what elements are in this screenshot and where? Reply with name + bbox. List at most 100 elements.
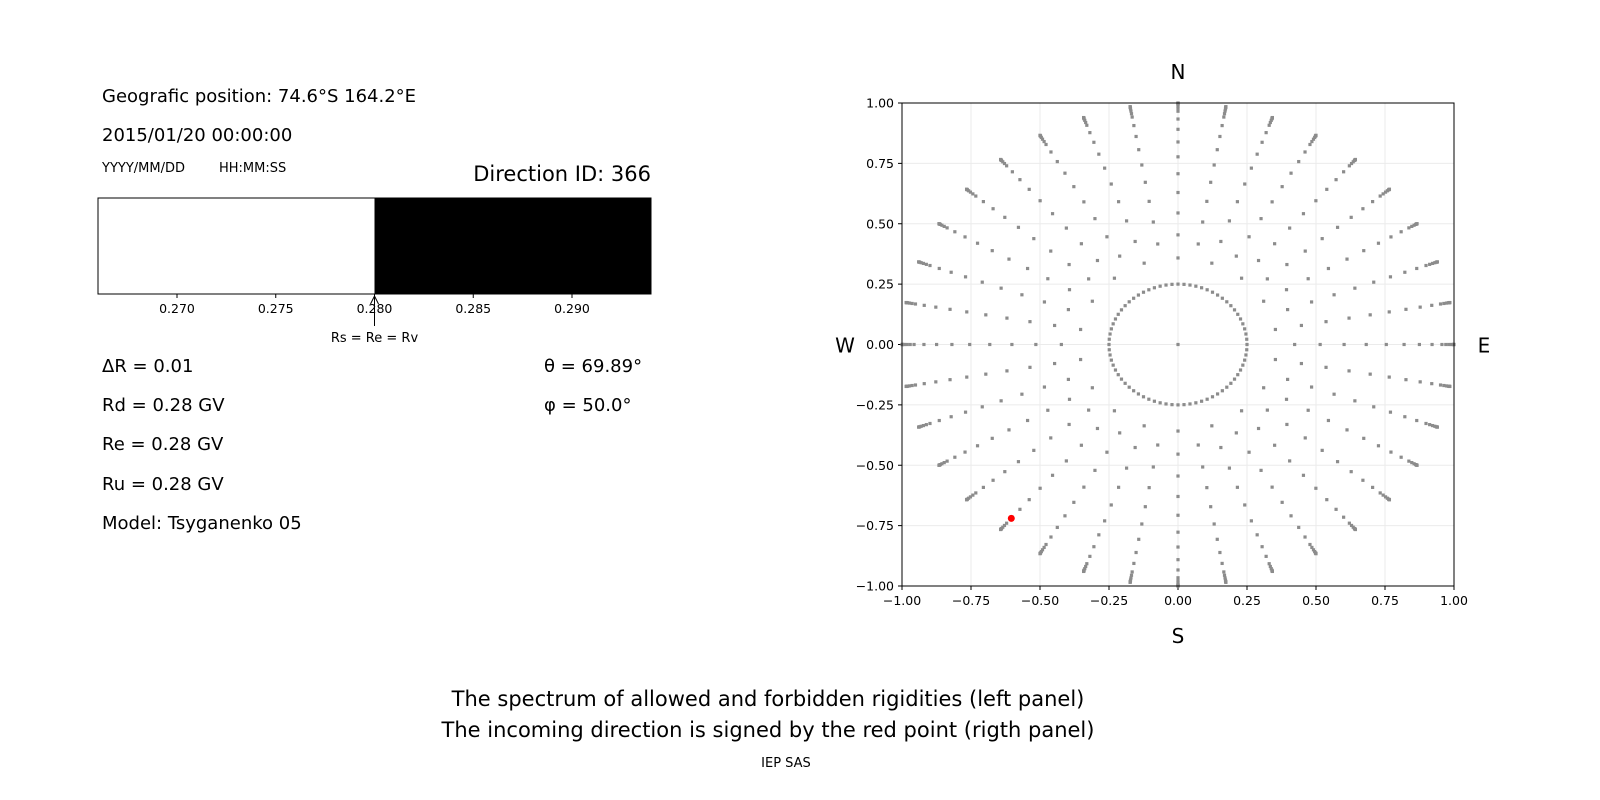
direction-point	[1124, 466, 1129, 470]
direction-point	[1260, 545, 1264, 549]
direction-point	[1299, 361, 1303, 366]
direction-point	[1222, 573, 1227, 577]
direction-point	[907, 384, 912, 388]
direction-point	[1103, 166, 1107, 170]
direction-point	[1285, 422, 1289, 427]
direction-point	[1038, 552, 1042, 556]
direction-point	[1132, 561, 1136, 566]
direction-point	[1092, 140, 1096, 144]
direction-point	[1182, 282, 1186, 286]
y-tick-label: 0.75	[866, 156, 894, 171]
x-tick-label: 0.275	[258, 301, 294, 316]
direction-point	[1176, 403, 1180, 407]
direction-point	[1025, 418, 1030, 423]
direction-point	[942, 224, 946, 228]
direction-point	[921, 261, 926, 266]
direction-point	[1410, 224, 1414, 228]
direction-point	[1176, 342, 1180, 347]
direction-point	[1201, 465, 1205, 469]
direction-point	[1049, 436, 1053, 440]
direction-point	[1082, 569, 1086, 574]
direction-point	[984, 313, 988, 317]
direction-point	[1270, 200, 1274, 204]
direction-point	[1308, 542, 1312, 547]
direction-point	[1220, 123, 1224, 128]
direction-point	[1241, 322, 1245, 326]
direction-point	[1235, 200, 1240, 204]
direction-point	[963, 450, 967, 454]
direction-point	[1264, 131, 1268, 135]
direction-point	[1410, 461, 1414, 465]
direction-point	[1053, 323, 1057, 328]
direction-point	[1118, 254, 1122, 258]
direction-point	[1448, 300, 1452, 305]
direction-point	[1222, 570, 1226, 574]
direction-point	[1042, 300, 1047, 304]
direction-point	[937, 222, 941, 226]
plot-frame	[901, 102, 1455, 587]
direction-point	[963, 275, 968, 279]
direction-point	[1285, 262, 1289, 267]
direction-point	[1301, 212, 1306, 216]
direction-point	[1270, 485, 1274, 489]
direction-point	[1378, 491, 1382, 495]
direction-point	[1415, 266, 1419, 271]
direction-point	[1205, 288, 1209, 292]
direction-point	[1273, 327, 1278, 332]
direction-point	[1005, 316, 1009, 320]
direction-point	[1262, 386, 1266, 390]
direction-point	[1247, 235, 1251, 239]
direction-point	[1072, 500, 1076, 504]
direction-point	[1097, 152, 1101, 156]
direction-point	[1194, 284, 1198, 288]
direction-point	[1310, 545, 1314, 550]
direction-point	[1176, 568, 1180, 572]
direction-point	[1087, 277, 1091, 281]
direction-point	[1280, 185, 1284, 189]
direction-point	[1245, 348, 1249, 352]
direction-point	[1215, 537, 1219, 541]
direction-point	[1387, 375, 1391, 379]
direction-point	[1082, 485, 1086, 489]
direction-point	[1215, 392, 1220, 396]
direction-point	[1129, 573, 1134, 577]
direction-point	[1016, 225, 1021, 229]
direction-point	[1270, 569, 1274, 574]
direction-point	[1227, 466, 1232, 470]
direction-point	[1067, 422, 1071, 427]
direction-point	[1268, 564, 1272, 569]
geographic-position: Geografic position: 74.6°S 164.2°E	[102, 86, 417, 107]
arrow-head-icon	[370, 294, 379, 305]
direction-point	[1297, 159, 1301, 164]
direction-point	[1201, 220, 1205, 224]
direction-point	[1005, 369, 1009, 373]
direction-point	[1368, 372, 1372, 376]
direction-point	[1288, 226, 1292, 230]
direction-point	[1170, 403, 1174, 407]
credit: IEP SAS	[761, 756, 811, 771]
direction-point	[1064, 226, 1068, 230]
direction-point	[1087, 408, 1091, 412]
direction-point	[1289, 171, 1293, 175]
direction-point	[1176, 117, 1180, 121]
direction-point	[1234, 254, 1238, 258]
direction-point	[1262, 299, 1266, 303]
direction-point	[1403, 270, 1407, 274]
direction-point	[1176, 429, 1180, 433]
direction-point	[1325, 187, 1329, 191]
direction-point	[1444, 384, 1449, 388]
direction-point	[1118, 431, 1122, 435]
direction-point	[1127, 300, 1131, 304]
direction-point	[1353, 527, 1358, 532]
direction-point	[1111, 322, 1115, 326]
direction-point	[1067, 397, 1072, 401]
direction-point	[1239, 276, 1244, 280]
direction-point	[1297, 525, 1301, 530]
segment-allowed	[98, 198, 375, 294]
direction-point	[922, 342, 926, 347]
direction-point	[1109, 327, 1113, 331]
direction-point	[974, 491, 978, 495]
direction-point	[1158, 284, 1162, 288]
direction-point	[1176, 104, 1180, 108]
